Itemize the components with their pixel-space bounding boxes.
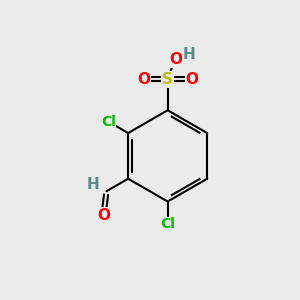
Text: O: O bbox=[185, 72, 198, 87]
Text: O: O bbox=[97, 208, 110, 223]
Text: S: S bbox=[162, 72, 173, 87]
Text: O: O bbox=[137, 72, 150, 87]
Text: O: O bbox=[169, 52, 182, 67]
Text: Cl: Cl bbox=[160, 218, 175, 232]
Text: H: H bbox=[183, 46, 196, 62]
Text: Cl: Cl bbox=[101, 115, 116, 129]
Text: H: H bbox=[87, 177, 100, 192]
